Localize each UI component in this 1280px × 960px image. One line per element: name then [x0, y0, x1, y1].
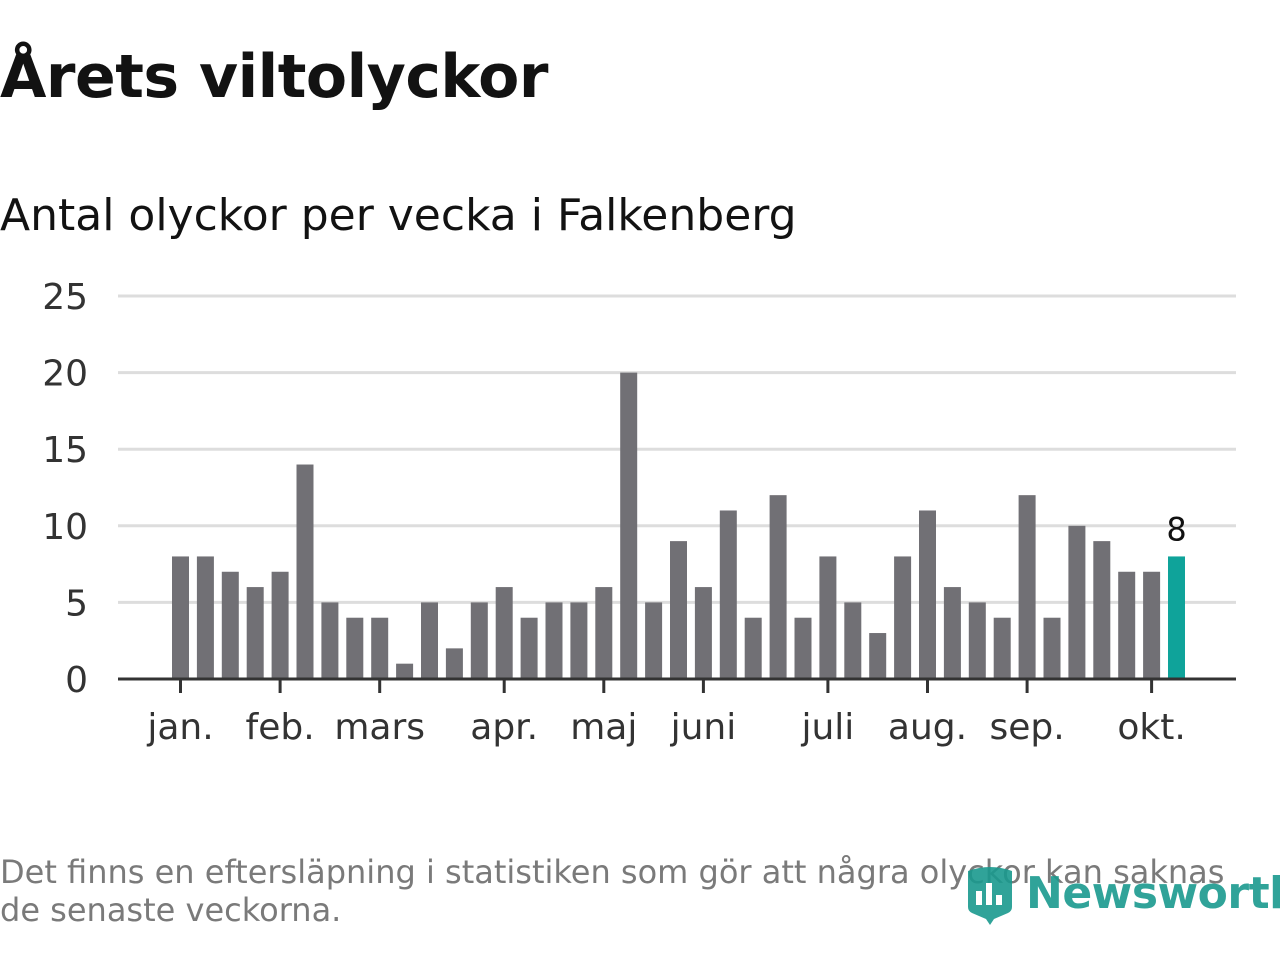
highlight-data-label: 8 — [1166, 510, 1186, 548]
bar — [919, 510, 936, 679]
y-tick-label: 20 — [42, 354, 88, 395]
data-labels: 8 — [1166, 510, 1186, 548]
bar — [620, 372, 638, 679]
footnote: Det finns en eftersläpning i statistiken… — [0, 853, 1225, 929]
y-tick-label: 25 — [42, 277, 88, 318]
bar — [719, 510, 737, 679]
x-tick-label: mars — [334, 707, 425, 748]
x-tick-label: apr. — [470, 707, 538, 748]
chart-title: Årets viltolyckor — [0, 42, 549, 112]
x-tick-label: sep. — [989, 707, 1064, 748]
y-tick-label: 0 — [65, 660, 88, 701]
y-tick-label: 15 — [42, 430, 88, 471]
bar — [520, 617, 538, 679]
newsworthy-logo: Newsworthy — [964, 858, 1280, 928]
bar — [371, 617, 389, 679]
bar — [445, 648, 463, 679]
bar — [346, 617, 364, 679]
bar — [271, 571, 289, 679]
bar — [296, 464, 314, 679]
bar — [545, 602, 563, 679]
bar — [670, 541, 687, 679]
x-tick-label: feb. — [246, 707, 315, 748]
bar — [421, 602, 438, 679]
bar — [1068, 525, 1086, 679]
bar — [196, 556, 214, 679]
x-tick-label: okt. — [1117, 707, 1185, 748]
bar — [869, 633, 887, 679]
bar — [894, 556, 912, 679]
bar — [172, 556, 189, 679]
bar — [794, 617, 812, 679]
bar — [968, 602, 986, 679]
x-tick-label: maj — [570, 707, 637, 748]
bar — [321, 602, 339, 679]
y-axis-ticks: 0 5 10 15 20 25 — [42, 277, 88, 701]
bar — [844, 602, 862, 679]
newsworthy-logo-icon — [968, 867, 1012, 925]
bar — [1018, 495, 1036, 679]
bar — [819, 556, 837, 679]
bar — [1093, 541, 1111, 679]
bar — [1143, 571, 1161, 679]
bar — [1118, 571, 1136, 679]
bar — [495, 587, 513, 679]
bar-chart: 0 5 10 15 20 25 jan. feb. mars apr. maj juni juli au… — [42, 277, 1236, 748]
bar — [396, 663, 414, 679]
bar — [221, 571, 239, 679]
y-tick-label: 5 — [65, 583, 88, 624]
bar — [744, 617, 762, 679]
x-tick-label: juni — [670, 707, 737, 748]
newsworthy-logo-text: Newsworthy — [1026, 867, 1280, 919]
x-tick-label: juli — [800, 707, 854, 748]
bar — [1043, 617, 1061, 679]
x-tick-label: aug. — [888, 707, 967, 748]
bar — [993, 617, 1011, 679]
bar — [246, 587, 264, 679]
y-tick-label: 10 — [42, 507, 88, 548]
chart-subtitle: Antal olyckor per vecka i Falkenberg — [0, 190, 797, 241]
x-axis-ticks: jan. feb. mars apr. maj juni juli aug. sep. okt. — [146, 679, 1186, 748]
bar — [645, 602, 663, 679]
bar — [694, 587, 712, 679]
x-tick-label: jan. — [146, 707, 213, 748]
bars — [172, 372, 1185, 679]
bar-highlighted — [1168, 556, 1185, 679]
bar — [943, 587, 961, 679]
bar — [470, 602, 488, 679]
bar — [769, 495, 787, 679]
bar — [595, 587, 613, 679]
bar — [570, 602, 588, 679]
